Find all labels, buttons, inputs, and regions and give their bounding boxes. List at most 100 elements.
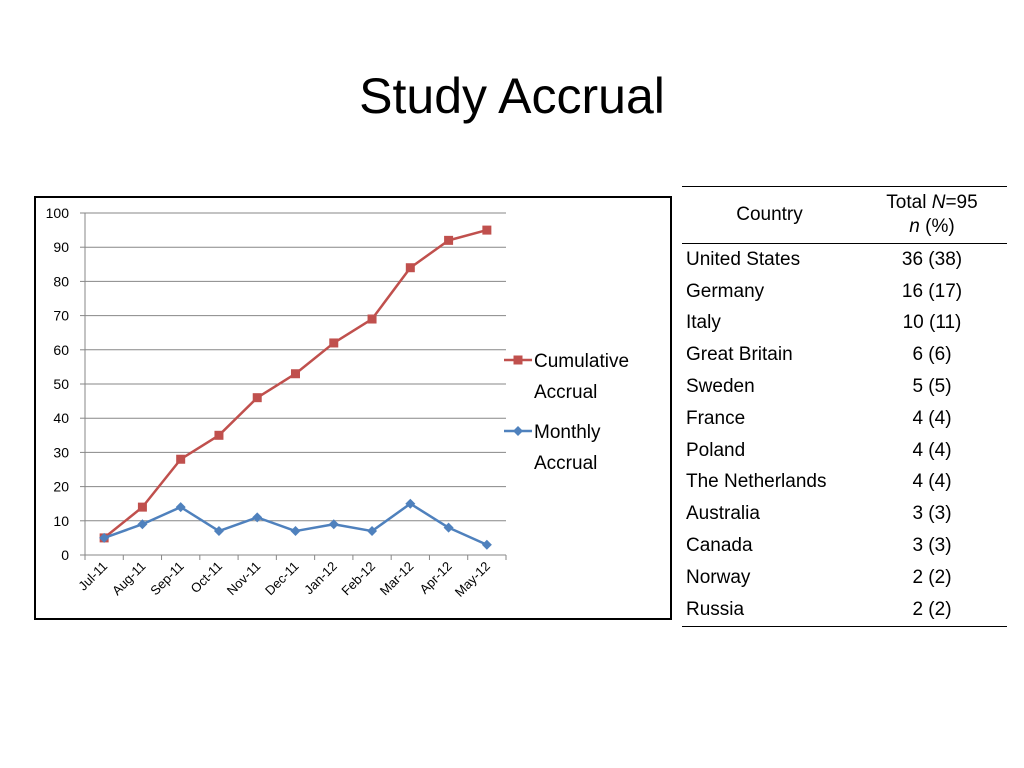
value-cell: 10 (11) (902, 312, 962, 334)
monthly-data-point (290, 526, 301, 537)
value-cell: 36 (38) (901, 248, 963, 270)
total-header-suffix: =95 (945, 192, 978, 213)
y-tick-label: 20 (53, 479, 69, 495)
x-tick-label: Jul-11 (75, 559, 110, 594)
country-cell: United States (686, 248, 801, 270)
monthly-data-point (99, 532, 110, 543)
x-tick-label: Nov-11 (224, 559, 264, 599)
y-tick-label: 80 (53, 273, 69, 289)
x-tick-label: Feb-12 (338, 559, 378, 599)
table-row: Norway 2 (2) (682, 562, 1007, 594)
table-row: Poland 4 (4) (682, 435, 1007, 467)
country-cell: Germany (686, 280, 765, 302)
country-cell: Sweden (686, 376, 755, 398)
total-column-header: Total N=95 n (%) (857, 186, 1007, 244)
y-tick-label: 10 (53, 513, 69, 529)
y-tick-label: 30 (53, 444, 69, 460)
percent-header-suffix: (%) (919, 216, 955, 237)
table-row: Great Britain 6 (6) (682, 339, 1007, 371)
value-cell: 4 (4) (912, 407, 952, 429)
cumulative-legend-marker (513, 355, 523, 365)
country-cell: Canada (686, 535, 753, 557)
country-cell: Italy (686, 312, 721, 334)
table-row: Sweden 5 (5) (682, 371, 1007, 403)
table-row: United States 36 (38) (682, 244, 1007, 276)
y-tick-label: 100 (46, 205, 70, 221)
total-header-prefix: Total (886, 192, 932, 213)
value-cell: 3 (3) (912, 503, 952, 525)
x-tick-label: Jan-12 (301, 559, 340, 598)
y-tick-label: 60 (53, 342, 69, 358)
table-row: Germany 16 (17) (682, 276, 1007, 308)
country-cell: Poland (686, 439, 746, 461)
monthly-data-point (481, 539, 492, 550)
table-row: Italy 10 (11) (682, 308, 1007, 340)
accrual-chart-svg: 0 10 20 30 40 50 60 70 80 90 100 Jul-11Aug-11Sep-11… (46, 205, 629, 600)
monthly-legend-marker (513, 426, 523, 436)
table-row: Canada 3 (3) (682, 530, 1007, 562)
country-cell: Russia (682, 593, 857, 627)
table-row: Australia 3 (3) (682, 498, 1007, 530)
monthly-data-point (443, 522, 454, 533)
monthly-data-point (175, 502, 186, 513)
country-table: Country Total N=95 n (%) United States 36… (682, 186, 1007, 627)
x-tick-label: Apr-12 (417, 559, 455, 597)
cumulative-data-point (444, 235, 454, 245)
table-header-row: Country Total N=95 n (%) (682, 186, 1007, 244)
x-tick-label: May-12 (452, 559, 493, 600)
value-cell: 3 (3) (912, 535, 952, 557)
monthly-series-line (103, 502, 488, 546)
monthly-data-point (213, 526, 224, 537)
y-tick-label: 90 (53, 239, 69, 255)
percent-header-n-symbol: n (909, 216, 920, 237)
monthly-data-point (367, 526, 378, 537)
country-cell: The Netherlands (686, 471, 827, 493)
legend-label: Cumulative (534, 351, 629, 372)
value-cell: 4 (4) (912, 439, 952, 461)
cumulative-data-point (252, 393, 262, 403)
country-cell: Australia (686, 503, 760, 525)
x-tick-label: Dec-11 (262, 559, 302, 599)
x-tick-label: Aug-11 (109, 559, 149, 599)
value-cell: 2 (2) (912, 566, 952, 588)
accrual-chart: 0 10 20 30 40 50 60 70 80 90 100 Jul-11 Aug-11 Sep-11… (34, 196, 672, 620)
x-tick-label: Sep-11 (147, 559, 187, 599)
slide-title: Study Accrual (359, 68, 665, 124)
value-cell: 16 (17) (901, 280, 963, 302)
cumulative-data-point (137, 502, 147, 512)
x-tick-label: Oct-11 (188, 559, 226, 597)
cumulative-data-point (176, 454, 186, 464)
x-tick-label: Mar-12 (377, 559, 417, 599)
value-cell: 6 (6) (912, 344, 952, 366)
monthly-data-point (137, 519, 148, 530)
cumulative-data-point (291, 369, 300, 379)
cumulative-data-point (214, 430, 224, 440)
table-row: France 4 (4) (682, 403, 1007, 435)
value-cell: 2 (2) (857, 593, 1007, 627)
monthly-data-point (252, 512, 263, 523)
cumulative-data-point (405, 263, 415, 273)
legend-label: Accrual (534, 453, 597, 474)
cumulative-data-point (329, 338, 339, 348)
y-tick-label: 40 (53, 410, 69, 426)
country-cell: Great Britain (686, 344, 793, 366)
legend-label: Monthly (534, 422, 601, 443)
country-cell: Norway (686, 566, 751, 588)
table-row: The Netherlands 4 (4) (682, 467, 1007, 499)
legend-label: Accrual (534, 382, 597, 403)
percent-header-line: n (%) (857, 215, 1007, 239)
table-row: Russia 2 (2) (682, 593, 1007, 627)
value-cell: 4 (4) (912, 471, 952, 493)
y-tick-label: 50 (53, 376, 69, 392)
value-cell: 5 (5) (912, 376, 952, 398)
country-column-header: Country (682, 186, 857, 244)
cumulative-data-point (367, 314, 377, 324)
total-header-n-symbol: N (931, 192, 946, 213)
total-header-line: Total N=95 (857, 191, 1007, 215)
monthly-data-point (405, 498, 416, 509)
cumulative-data-point (482, 225, 492, 235)
country-cell: France (686, 407, 746, 429)
monthly-data-point (328, 519, 339, 530)
y-tick-label: 0 (61, 547, 69, 563)
y-tick-label: 70 (53, 308, 69, 324)
